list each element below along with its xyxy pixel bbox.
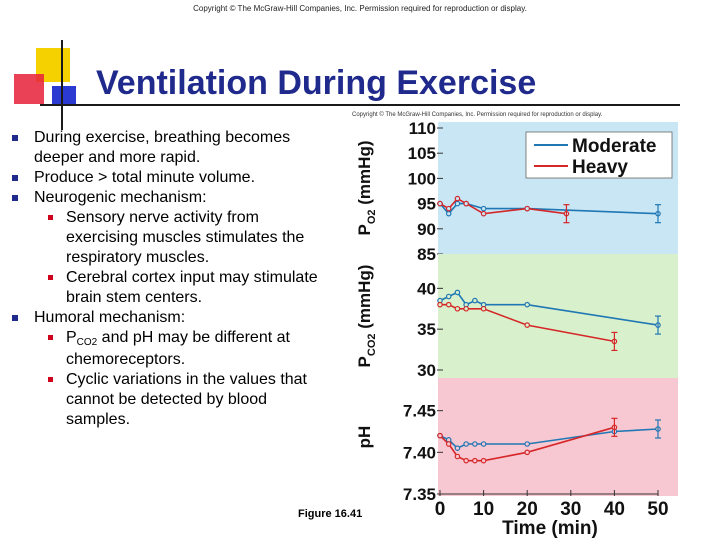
y-tick-label-po2: 105 [408, 144, 436, 163]
data-point-moderate-ph [480, 441, 487, 447]
legend-label-moderate: Moderate [572, 136, 656, 157]
panel-background-ph [438, 378, 678, 496]
x-tick-label: 20 [517, 499, 538, 520]
data-point-heavy-pco2 [480, 305, 487, 312]
data-point-heavy-ph [437, 432, 443, 439]
data-point-moderate-ph [463, 441, 469, 447]
data-point-moderate-po2 [480, 205, 487, 212]
x-axis-label: Time (min) [502, 518, 598, 538]
exercise-blood-gas-chart: Copyright © The McGraw-Hill Companies, I… [352, 111, 678, 538]
data-point-heavy-pco2 [437, 301, 443, 308]
figure-copyright: Copyright © The McGraw-Hill Companies, I… [352, 111, 603, 118]
y-axis-label-ph: pH [355, 426, 374, 449]
data-point-moderate-ph [454, 445, 461, 451]
y-tick-label-po2: 85 [417, 245, 436, 264]
legend-label-heavy: Heavy [572, 157, 628, 178]
data-point-heavy-ph [454, 453, 461, 460]
data-point-heavy-pco2 [454, 305, 461, 312]
y-tick-label-po2: 95 [417, 195, 436, 214]
bullet-item: Produce > total minute volume. [8, 168, 328, 188]
sub-bullet-text: and pH may be different at chemoreceptor… [66, 329, 290, 368]
pco2-subscript: CO2 [76, 337, 98, 348]
legend-box [525, 131, 673, 179]
data-point-heavy-ph [463, 457, 469, 464]
x-tick-label: 0 [435, 499, 446, 520]
panel-background-pco2 [438, 254, 678, 378]
figure-label: Figure 16.41 [298, 508, 363, 520]
data-point-heavy-po2 [524, 205, 531, 212]
x-tick-label: 10 [473, 499, 494, 520]
y-tick-label-po2: 100 [408, 169, 436, 188]
slide-title: Ventilation During Exercise [96, 64, 537, 102]
decor-blue-square [52, 86, 76, 104]
y-axis-label-pco2: PCO2 (mmHg) [355, 265, 378, 368]
y-tick-label-ph: 7.40 [403, 443, 436, 462]
data-point-moderate-pco2 [524, 301, 531, 308]
x-tick-label: 40 [604, 499, 625, 520]
data-point-heavy-ph [472, 457, 478, 464]
bullet-item: During exercise, breathing becomes deepe… [8, 128, 328, 168]
decor-red-square [14, 74, 44, 104]
data-point-heavy-ph [480, 457, 487, 464]
sub-bullet-item: Cerebral cortex input may stimulate brai… [8, 268, 328, 308]
data-point-moderate-po2 [454, 200, 461, 207]
data-point-moderate-ph [524, 441, 531, 447]
y-tick-label-ph: 7.45 [403, 402, 436, 421]
y-tick-label-pco2: 30 [417, 361, 436, 380]
sub-bullet-item: PCO2 and pH may be different at chemorec… [8, 328, 328, 370]
title-divider [40, 104, 680, 106]
pco2-symbol: P [66, 329, 77, 346]
data-point-heavy-po2 [454, 195, 461, 202]
data-point-heavy-po2 [437, 200, 443, 207]
data-point-heavy-pco2 [463, 305, 469, 312]
y-tick-label-po2: 110 [409, 119, 436, 138]
decor-vertical-line [61, 40, 63, 130]
y-tick-label-ph: 7.35 [403, 485, 436, 504]
copyright-notice: Copyright © The McGraw-Hill Companies, I… [193, 4, 527, 13]
data-point-heavy-po2 [445, 205, 452, 212]
data-point-heavy-ph [524, 449, 531, 456]
data-point-moderate-pco2 [445, 293, 452, 300]
y-tick-label-po2: 90 [417, 220, 436, 239]
data-point-moderate-pco2 [472, 297, 478, 304]
sub-bullet-item: Cyclic variations in the values that can… [8, 370, 328, 430]
data-point-heavy-po2 [463, 200, 469, 207]
x-tick-label: 50 [647, 499, 668, 520]
sub-bullet-item: Sensory nerve activity from exercising m… [8, 208, 328, 268]
data-point-moderate-po2 [445, 210, 452, 217]
bullet-item: Humoral mechanism: [8, 308, 328, 328]
data-point-moderate-ph [472, 441, 478, 447]
y-axis-label-po2: PO2 (mmHg) [355, 141, 378, 236]
data-point-heavy-pco2 [445, 301, 452, 308]
y-tick-label-pco2: 35 [417, 320, 436, 339]
x-tick-label: 30 [560, 499, 581, 520]
data-point-heavy-pco2 [524, 322, 531, 328]
y-tick-label-pco2: 40 [417, 279, 436, 298]
data-point-heavy-po2 [480, 210, 487, 217]
bullet-list: During exercise, breathing becomes deepe… [8, 128, 328, 430]
data-point-heavy-ph [445, 441, 452, 447]
bullet-item: Neurogenic mechanism: [8, 188, 328, 208]
data-point-moderate-pco2 [454, 289, 461, 296]
